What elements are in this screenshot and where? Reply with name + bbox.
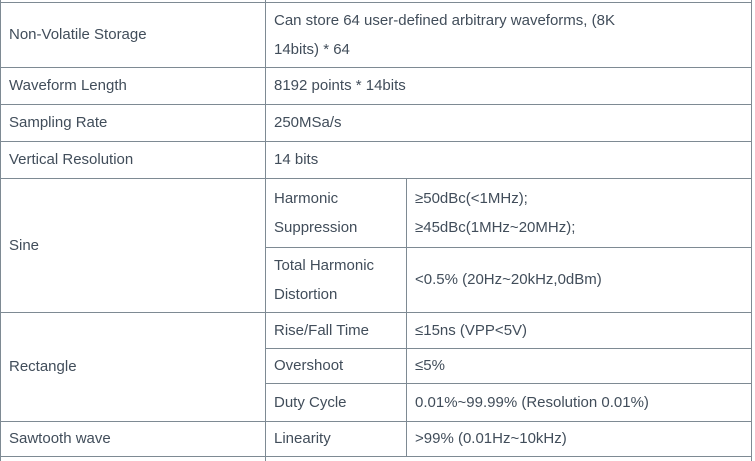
row-rectangle-rise-fall-time: Rectangle Rise/Fall Time ≤15ns (VPP<5V) [0,311,752,422]
spec-value: 8192 points * 14bits [265,66,752,105]
spec-label: Waveform Length [0,66,266,105]
group-label-rectangle: Rectangle [0,311,266,422]
spec-value: Can store 64 user-defined arbitrary wave… [265,1,752,68]
spec-value: ≤15ns (VPP<5V) [406,311,752,349]
spec-value: 0.01%~99.99% (Resolution 0.01%) [406,382,752,422]
spec-param: Duty Cycle [265,382,407,422]
spec-label: Non-Volatile Storage [0,1,266,68]
row-sine-harmonic-suppression: Sine Harmonic Suppression ≥50dBc(<1MHz);… [0,177,752,313]
spec-value: 250MSa/s [265,103,752,142]
row-rectangle-duty-cycle: Duty Cycle 0.01%~99.99% (Resolution 0.01… [1,382,752,422]
row-waveform-length: Waveform Length 8192 points * 14bits [0,66,752,105]
spec-param: Rise/Fall Time [265,311,407,349]
spec-label: Sampling Rate [0,103,266,142]
spec-value: >99% (0.01Hz~10kHz) [406,420,752,457]
partial-bottom-label-cell [0,455,266,461]
spec-param: Harmonic Suppression [265,177,407,248]
partial-row-bottom [0,455,752,461]
row-sawtooth-linearity: Sawtooth wave Linearity >99% (0.01Hz~10k… [0,420,752,457]
spec-param: Total Harmonic Distortion [265,246,407,313]
spec-value: ≤5% [406,347,752,384]
row-vertical-resolution: Vertical Resolution 14 bits [0,140,752,179]
spec-label: Vertical Resolution [0,140,266,179]
row-sine-total-harmonic-distortion: Total Harmonic Distortion <0.5% (20Hz~20… [1,246,752,313]
spec-param: Linearity [265,420,407,457]
row-rectangle-overshoot: Overshoot ≤5% [1,347,752,384]
partial-bottom-value-cell [265,455,752,461]
spec-value: <0.5% (20Hz~20kHz,0dBm) [406,246,752,313]
spec-param: Overshoot [265,347,407,384]
row-non-volatile-storage: Non-Volatile Storage Can store 64 user-d… [0,1,752,68]
spec-value: 14 bits [265,140,752,179]
group-label-sawtooth: Sawtooth wave [0,420,266,457]
group-label-sine: Sine [0,177,266,313]
spec-value: ≥50dBc(<1MHz); ≥45dBc(1MHz~20MHz); [406,177,752,248]
row-sampling-rate: Sampling Rate 250MSa/s [0,103,752,142]
